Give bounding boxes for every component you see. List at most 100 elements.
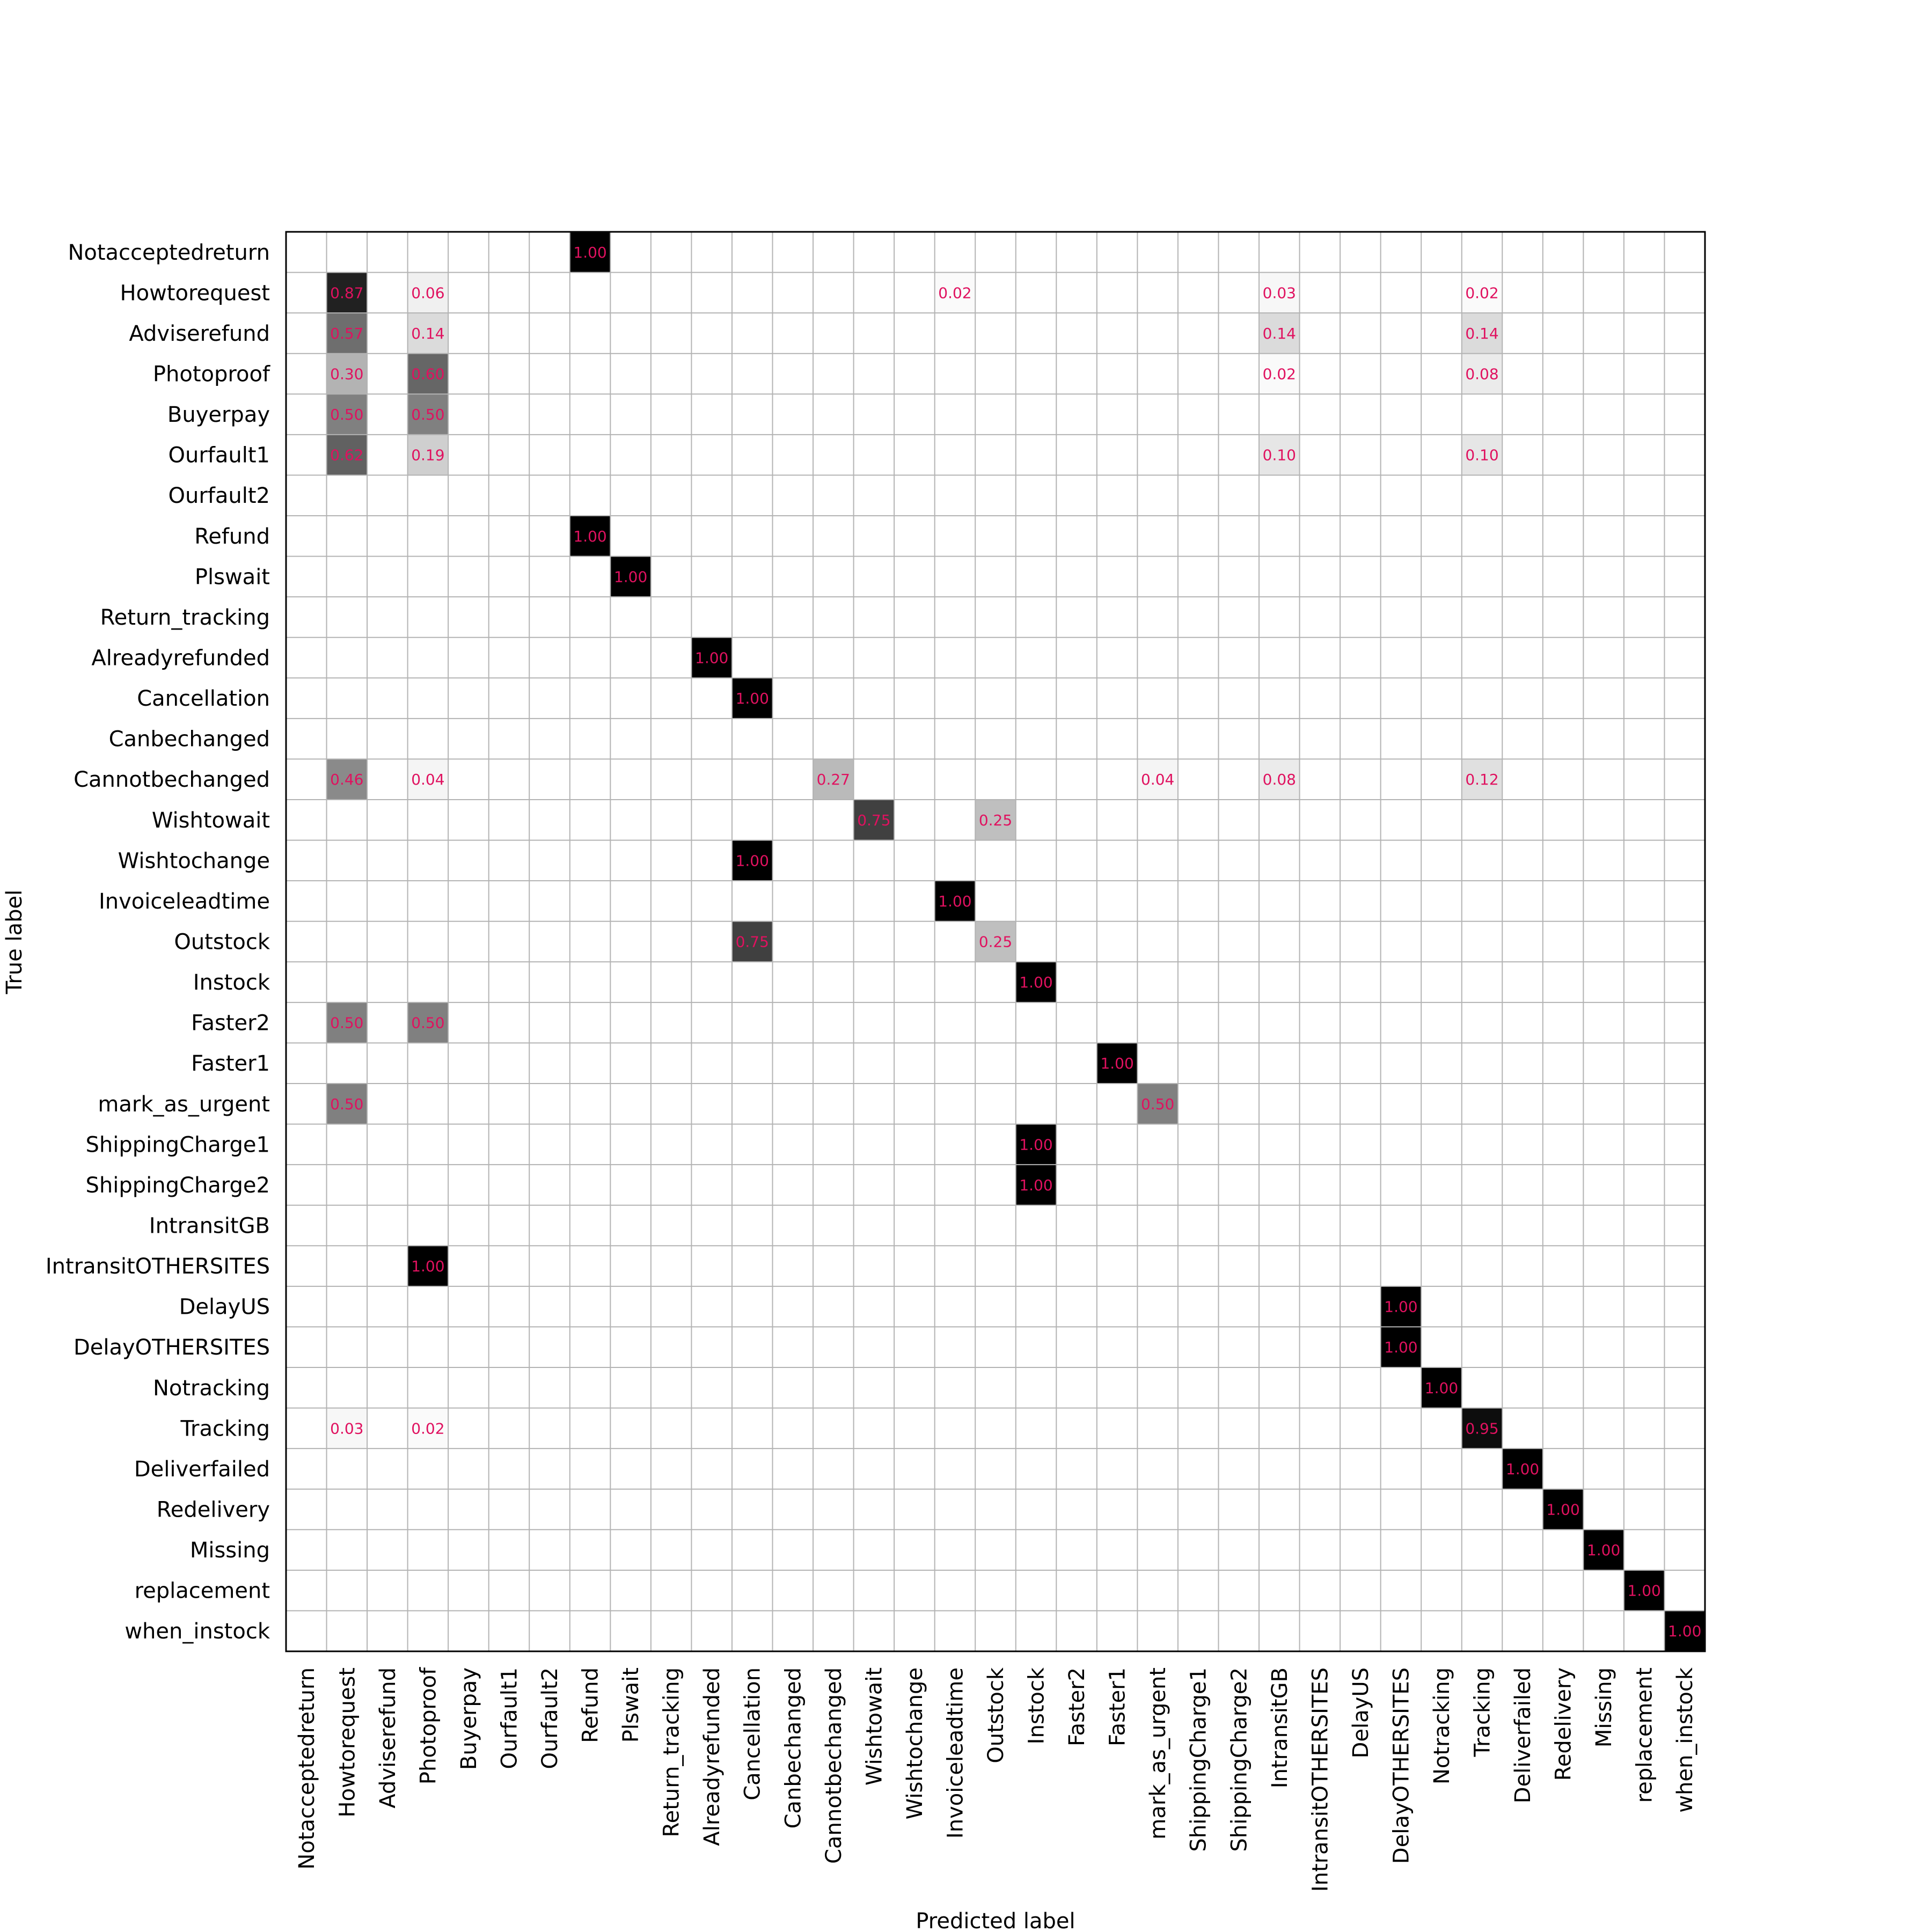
x-tick-label: Refund (579, 1667, 603, 1743)
y-tick-label: Notacceptedreturn (68, 240, 270, 265)
cell-value: 0.10 (1465, 447, 1498, 464)
cell-value: 1.00 (736, 690, 769, 707)
cell-value: 0.50 (330, 1014, 363, 1032)
cell-value: 0.50 (330, 406, 363, 423)
x-tick-label: Tracking (1470, 1667, 1495, 1758)
x-tick-label: Redelivery (1552, 1667, 1576, 1781)
plot-frame (285, 231, 1706, 1652)
cell-value: 0.25 (979, 933, 1012, 951)
x-tick-label: Cannotbechanged (822, 1667, 846, 1864)
heatmap-grid (286, 232, 1705, 1651)
heatmap-cell (1380, 1286, 1422, 1327)
cell-value: 0.02 (1465, 284, 1498, 302)
y-tick-label: Cancellation (137, 686, 270, 711)
y-tick-label: DelayUS (179, 1295, 270, 1320)
heatmap-cells (326, 232, 1705, 1651)
heatmap-cell (407, 759, 449, 800)
cell-value: 0.50 (1141, 1095, 1174, 1113)
x-tick-label: Plswait (619, 1667, 643, 1743)
x-tick-label: IntransitGB (1268, 1667, 1292, 1788)
heatmap-cell (407, 394, 449, 435)
heatmap-cell (1259, 759, 1300, 800)
cell-value: 1.00 (1425, 1379, 1458, 1397)
x-tick-label: DelayOTHERSITES (1389, 1667, 1414, 1864)
x-tick-label: ShippingCharge2 (1227, 1667, 1252, 1851)
heatmap-cell (731, 678, 773, 719)
y-tick-label: Canbechanged (109, 727, 270, 752)
heatmap-cell (1461, 759, 1503, 800)
heatmap-cell (1137, 759, 1178, 800)
y-tick-label: Wishtochange (118, 848, 270, 873)
heatmap-cell (1096, 1043, 1138, 1084)
y-tick-label: Alreadyrefunded (91, 646, 270, 671)
cell-value: 0.08 (1263, 771, 1296, 788)
y-tick-label: Refund (194, 524, 270, 549)
cell-value: 0.27 (817, 771, 850, 788)
x-tick-label: Ourfault1 (497, 1667, 522, 1769)
y-tick-label: Redelivery (157, 1498, 270, 1523)
x-tick-label: Return_tracking (660, 1667, 684, 1837)
cell-value: 0.03 (1263, 284, 1296, 302)
y-axis-title: True label (2, 890, 27, 994)
x-tick-label: Cancellation (741, 1667, 765, 1801)
y-tick-label: IntransitGB (149, 1214, 270, 1239)
heatmap-cell (610, 556, 651, 597)
y-tick-label: ShippingCharge1 (86, 1132, 270, 1157)
heatmap-cell (569, 232, 611, 273)
y-tick-label: Invoiceleadtime (99, 889, 270, 914)
x-tick-label: DelayUS (1349, 1667, 1373, 1758)
x-tick-label: Howtorequest (335, 1667, 360, 1817)
cell-value: 1.00 (1506, 1460, 1539, 1478)
y-tick-label: Notracking (153, 1376, 270, 1401)
cell-value: 1.00 (1100, 1055, 1133, 1072)
heatmap-cell (813, 759, 854, 800)
heatmap-cell (326, 1002, 368, 1043)
cell-value: 0.30 (330, 365, 363, 383)
heatmap-cell (1015, 1165, 1057, 1205)
heatmap-cell (1461, 434, 1503, 475)
cell-value: 0.02 (1263, 365, 1296, 383)
y-tick-label: Photoproof (153, 362, 270, 387)
heatmap-cell (691, 637, 732, 678)
heatmap-cell (1259, 313, 1300, 354)
y-tick-labels: Notacceptedreturn Howtorequest Adviserefun… (46, 240, 270, 1644)
cell-value: 1.00 (1019, 1136, 1052, 1153)
y-tick-label: replacement (135, 1579, 270, 1604)
cell-value: 0.46 (330, 771, 363, 788)
heatmap-cell (326, 272, 368, 313)
cell-value: 1.00 (411, 1257, 444, 1275)
heatmap-cell (1542, 1489, 1584, 1530)
heatmap-cell (853, 800, 895, 840)
cell-value: 1.00 (614, 568, 647, 586)
heatmap-cell (1137, 1084, 1178, 1124)
heatmap-cell (1380, 1327, 1422, 1367)
heatmap-cell (326, 759, 368, 800)
heatmap-cell (407, 272, 449, 313)
x-tick-label: Faster2 (1065, 1667, 1089, 1746)
heatmap-cell (1502, 1448, 1543, 1489)
y-tick-label: when_instock (125, 1619, 270, 1644)
cell-value: 0.95 (1465, 1419, 1498, 1437)
cell-value: 1.00 (1019, 974, 1052, 991)
x-tick-label: Deliverfailed (1511, 1667, 1535, 1803)
cell-value-labels: 1.00 0.87 0.06 0.02 0.03 0.02 0.57 0.14 0.14 0.14… (330, 244, 1701, 1640)
cell-value: 1.00 (1384, 1338, 1417, 1356)
x-tick-label: replacement (1633, 1667, 1657, 1803)
y-tick-label: DelayOTHERSITES (74, 1335, 270, 1360)
x-tick-label: Alreadyrefunded (700, 1667, 724, 1846)
heatmap-cell (975, 800, 1016, 840)
cell-value: 0.14 (1465, 325, 1498, 342)
cell-value: 0.10 (1263, 447, 1296, 464)
heatmap-cell (569, 516, 611, 557)
cell-value: 1.00 (573, 528, 606, 545)
y-tick-label: Missing (190, 1538, 270, 1563)
x-tick-label: Faster1 (1106, 1667, 1130, 1746)
cell-value: 0.08 (1465, 365, 1498, 383)
heatmap-cell (1461, 272, 1503, 313)
heatmap-cell (1259, 353, 1300, 394)
cell-value: 0.62 (330, 447, 363, 464)
x-tick-label: Adviserefund (376, 1667, 400, 1809)
x-tick-label: Outstock (984, 1667, 1008, 1763)
x-tick-label: IntransitOTHERSITES (1308, 1667, 1333, 1892)
x-tick-label: Wishtochange (903, 1667, 927, 1819)
